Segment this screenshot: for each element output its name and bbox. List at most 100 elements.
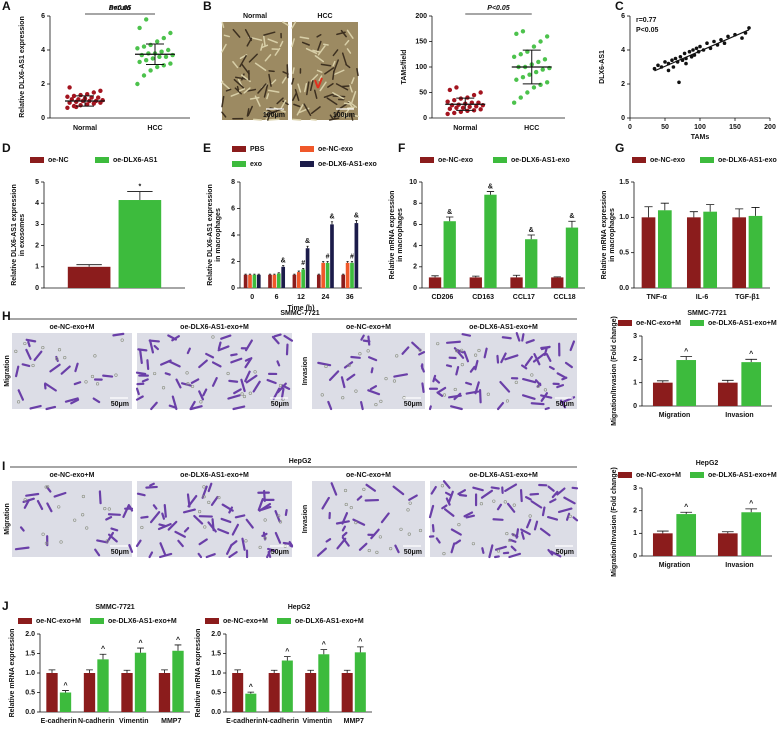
texture (105, 515, 113, 521)
texture (288, 540, 294, 547)
texture (457, 489, 466, 496)
panel-letter: A (2, 0, 11, 13)
dot (511, 100, 517, 105)
texture (273, 333, 282, 338)
texture (540, 392, 549, 402)
texture (183, 526, 190, 533)
legend-swatch (420, 157, 434, 163)
error-bar (268, 273, 272, 275)
y-tick-label: 1.0 (619, 214, 629, 221)
texture (520, 528, 531, 536)
texture (341, 531, 348, 538)
bar (172, 650, 184, 712)
texture (274, 531, 282, 544)
legend-swatch (30, 157, 44, 163)
texture (301, 41, 310, 46)
error-bar (247, 691, 255, 694)
texture (193, 514, 204, 525)
image-label: oe-NC-exo+M (50, 324, 95, 331)
pore (23, 498, 27, 502)
texture (266, 378, 277, 385)
x-tick-label: HCC (524, 125, 539, 132)
error-bar (270, 669, 278, 673)
texture (240, 63, 250, 75)
significance-label: P<0.05 (487, 5, 509, 12)
texture (267, 89, 280, 93)
texture (346, 29, 354, 39)
texture (556, 372, 567, 379)
y-tick-label: 2 (633, 508, 637, 515)
x-tick-label: Normal (73, 125, 97, 132)
pore (543, 388, 547, 392)
texture (232, 405, 246, 411)
texture (351, 77, 355, 85)
texture (207, 482, 213, 493)
bar (484, 194, 497, 288)
legend-label: PBS (250, 146, 265, 153)
dot (96, 95, 101, 100)
chart-title: SMMC-7721 (95, 604, 134, 611)
texture (408, 494, 418, 501)
bar (510, 277, 523, 288)
x-tick-label: 6 (275, 294, 279, 301)
texture (159, 552, 173, 559)
significance-mark: # (350, 253, 354, 260)
error-bar (317, 273, 320, 275)
pore (507, 538, 512, 543)
bar (252, 274, 257, 288)
pore (278, 520, 283, 524)
legend-swatch (618, 320, 632, 326)
texture (271, 335, 280, 345)
y-axis-label: Relative DLX6-AS1 expression (11, 184, 18, 286)
y-tick-label: 4 (35, 200, 39, 207)
y-tick-label: 3 (633, 333, 637, 340)
dot (511, 54, 517, 59)
point (726, 34, 730, 39)
error-bar (137, 647, 144, 653)
pore (366, 349, 370, 353)
texture (36, 499, 44, 511)
texture (292, 67, 295, 74)
y-tick-label: 100 (415, 64, 427, 71)
dot (542, 57, 548, 62)
texture (478, 388, 482, 404)
texture (189, 405, 203, 411)
error-bar (355, 220, 358, 224)
texture (17, 389, 25, 401)
legend-label: oe-DLX6-AS1-exo (318, 161, 377, 168)
texture (223, 34, 231, 38)
dot (514, 77, 519, 82)
significance-mark: ^ (249, 683, 253, 691)
error-bar (99, 653, 107, 660)
texture (297, 83, 302, 93)
significance-mark: * (139, 183, 142, 190)
texture (221, 95, 225, 108)
dot (452, 110, 457, 116)
texture (164, 372, 171, 376)
dot (89, 95, 94, 100)
texture (217, 528, 230, 535)
dot (65, 94, 70, 99)
texture (294, 88, 300, 102)
error-bar (751, 207, 760, 216)
texture (244, 370, 251, 383)
bar (652, 382, 673, 406)
micrograph: 50μm oe-DLX6-AS1-exo+M (135, 472, 294, 559)
texture (508, 552, 522, 559)
y-tick-label: 4 (231, 232, 235, 239)
texture (157, 523, 172, 531)
texture (276, 97, 284, 105)
error-bar (431, 275, 439, 278)
pore (140, 525, 144, 530)
error-bar (721, 379, 734, 383)
texture (463, 350, 470, 363)
texture (421, 382, 425, 394)
texture (260, 44, 269, 49)
texture (267, 114, 270, 121)
texture (492, 518, 504, 521)
dot (141, 44, 147, 49)
panel-letter: C (615, 0, 624, 13)
y-tick-label: 0.0 (211, 709, 221, 716)
pore (63, 355, 67, 360)
panel-letter: B (203, 0, 212, 13)
